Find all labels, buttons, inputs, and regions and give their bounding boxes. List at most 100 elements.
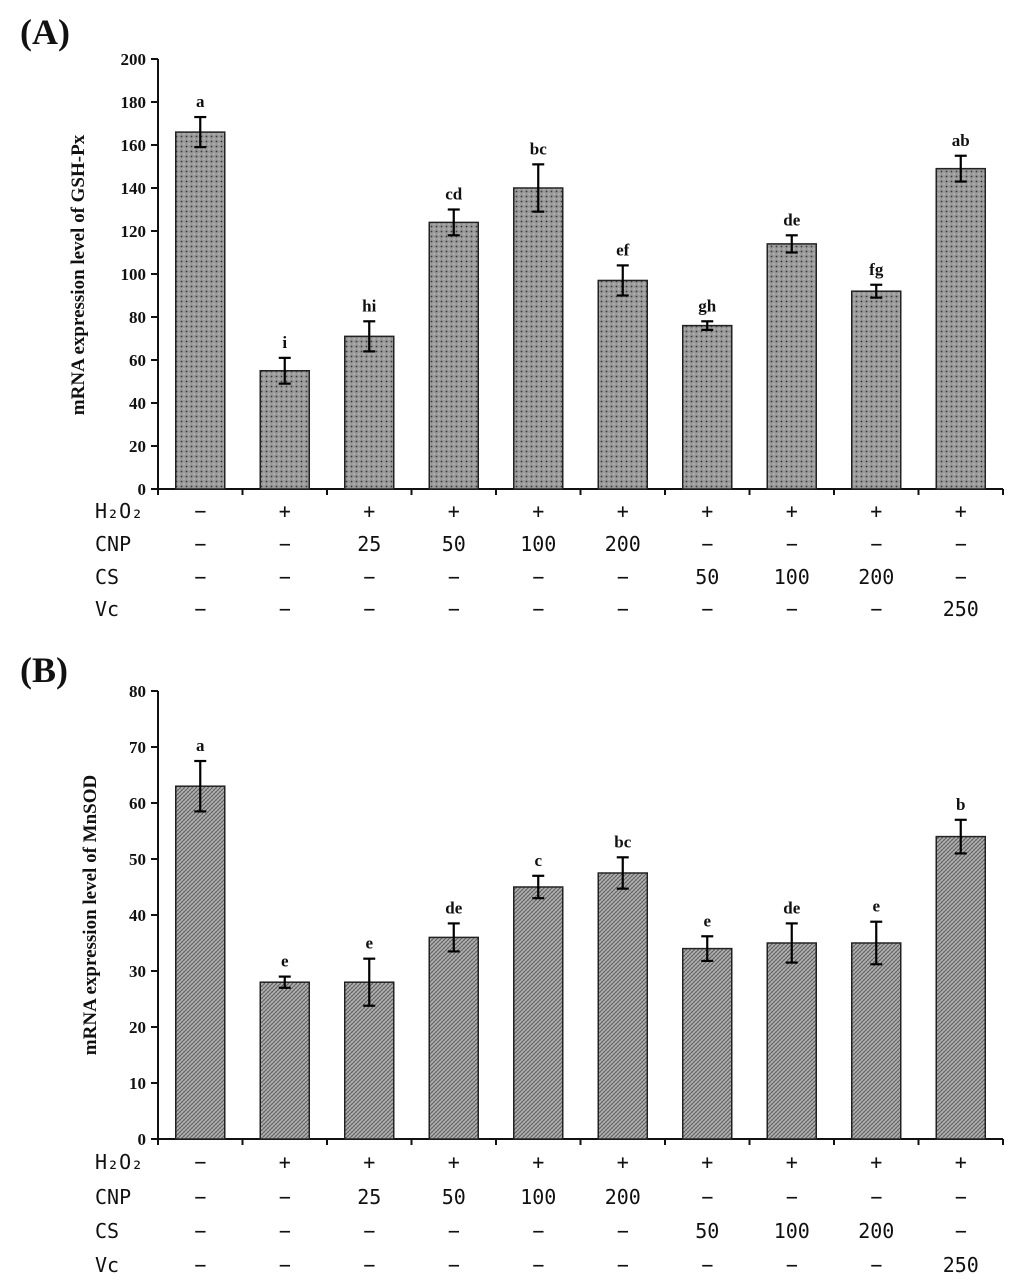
treatment-cell: + (870, 1150, 882, 1174)
treatment-cell: − (701, 532, 713, 556)
treatment-cell: − (194, 1253, 206, 1277)
y-tick-label: 40 (129, 906, 146, 925)
y-tick-label: 10 (129, 1074, 146, 1093)
treatment-cell: − (448, 1253, 460, 1277)
treatment-cell: − (870, 597, 882, 621)
treatment-row-label: H₂O₂ (95, 1150, 143, 1174)
y-tick-label: 180 (121, 93, 147, 112)
bar (428, 936, 480, 1140)
treatment-cell: − (532, 597, 544, 621)
significance-label: gh (698, 296, 717, 315)
treatment-cell: + (279, 1150, 291, 1174)
treatment-cell: + (532, 499, 544, 523)
significance-label: e (281, 952, 289, 971)
significance-label: e (365, 934, 373, 953)
treatment-cell: 100 (520, 532, 556, 556)
bar (766, 942, 818, 1140)
treatment-cell: 100 (774, 1219, 810, 1243)
bar (597, 872, 649, 1140)
treatment-cell: − (701, 1185, 713, 1209)
treatment-cell: − (363, 597, 375, 621)
treatment-cell: + (617, 499, 629, 523)
y-tick-label: 160 (121, 136, 147, 155)
treatment-table-a: H₂O₂ − + + + + + + + + + CNP − − 25 50 100 200 − − − − CS − − − − −… (95, 499, 979, 621)
treatment-cell: − (448, 565, 460, 589)
treatment-cell: − (786, 1253, 798, 1277)
treatment-cell: 50 (695, 1219, 719, 1243)
y-tick-label: 60 (129, 794, 146, 813)
treatment-cell: 50 (695, 565, 719, 589)
treatment-row-label: Vc (95, 1253, 119, 1277)
treatment-cell: − (955, 1185, 967, 1209)
y-tick-label: 50 (129, 850, 146, 869)
y-tick-label: 140 (121, 179, 147, 198)
treatment-cell: − (279, 565, 291, 589)
treatment-cell: + (363, 1150, 375, 1174)
treatment-cell: − (194, 532, 206, 556)
treatment-cell: − (532, 565, 544, 589)
y-tick-label: 40 (129, 394, 146, 413)
y-tick-label: 200 (121, 50, 147, 69)
bar (343, 335, 395, 490)
treatment-cell: − (870, 532, 882, 556)
y-axis-label-a: mRNA expression level of GSH-Px (68, 134, 89, 415)
significance-label: ef (616, 240, 630, 259)
treatment-row-label: CNP (95, 1185, 131, 1209)
significance-label: de (783, 898, 800, 917)
treatment-cell: + (786, 1150, 798, 1174)
y-tick-label: 100 (121, 265, 147, 284)
treatment-cell: + (279, 499, 291, 523)
y-tick-label: 60 (129, 351, 146, 370)
treatment-cell: + (448, 1150, 460, 1174)
treatment-cell: − (870, 1253, 882, 1277)
treatment-cell: 50 (442, 1185, 466, 1209)
y-tick-label: 20 (129, 1018, 146, 1037)
treatment-cell: − (279, 1219, 291, 1243)
bar (935, 835, 987, 1140)
treatment-cell: 200 (858, 565, 894, 589)
significance-label: de (445, 898, 462, 917)
treatment-cell: − (363, 1253, 375, 1277)
plot-area-b: 0 10 20 30 40 50 60 70 80 a e e de c bc e de e b (129, 682, 1004, 1149)
y-tick-label: 30 (129, 962, 146, 981)
bar (597, 279, 649, 490)
treatment-cell: − (617, 1253, 629, 1277)
treatment-table-b: H₂O₂ − + + + + + + + + + CNP − − 25 50 100 200 − − − − CS − − − − −… (95, 1150, 979, 1277)
bar (174, 785, 226, 1140)
treatment-cell: + (701, 1150, 713, 1174)
treatment-cell: 100 (774, 565, 810, 589)
significance-label: ab (952, 131, 970, 150)
significance-label: de (783, 210, 800, 229)
treatment-cell: 200 (605, 1185, 641, 1209)
treatment-cell: − (532, 1219, 544, 1243)
plot-area-a: 0 20 40 60 80 100 120 140 160 180 200 a i hi cd bc ef gh d… (121, 50, 1004, 499)
treatment-cell: − (701, 597, 713, 621)
treatment-cell: 200 (605, 532, 641, 556)
treatment-cell: − (532, 1253, 544, 1277)
treatment-cell: − (194, 1150, 206, 1174)
treatment-cell: − (786, 532, 798, 556)
treatment-cell: + (617, 1150, 629, 1174)
bar (512, 187, 564, 490)
treatment-cell: − (194, 499, 206, 523)
treatment-row-label: CNP (95, 532, 131, 556)
bar (681, 324, 733, 490)
treatment-cell: 25 (357, 1185, 381, 1209)
significance-label: a (196, 736, 205, 755)
significance-label: bc (530, 139, 547, 158)
chart-panel-a: (A) mRNA expression level of GSH-Px 0 20 4… (20, 12, 1004, 621)
y-tick-label: 0 (138, 480, 147, 499)
y-axis-label-b: mRNA expression level of MnSOD (80, 775, 101, 1055)
y-tick-label: 80 (129, 682, 146, 701)
significance-label: hi (362, 296, 376, 315)
treatment-cell: − (617, 1219, 629, 1243)
treatment-cell: + (786, 499, 798, 523)
treatment-cell: + (701, 499, 713, 523)
treatment-cell: − (786, 597, 798, 621)
treatment-cell: − (955, 532, 967, 556)
treatment-cell: 250 (943, 1253, 979, 1277)
treatment-row-label: CS (95, 1219, 119, 1243)
significance-label: e (872, 897, 880, 916)
bar (259, 981, 311, 1140)
treatment-cell: − (617, 597, 629, 621)
